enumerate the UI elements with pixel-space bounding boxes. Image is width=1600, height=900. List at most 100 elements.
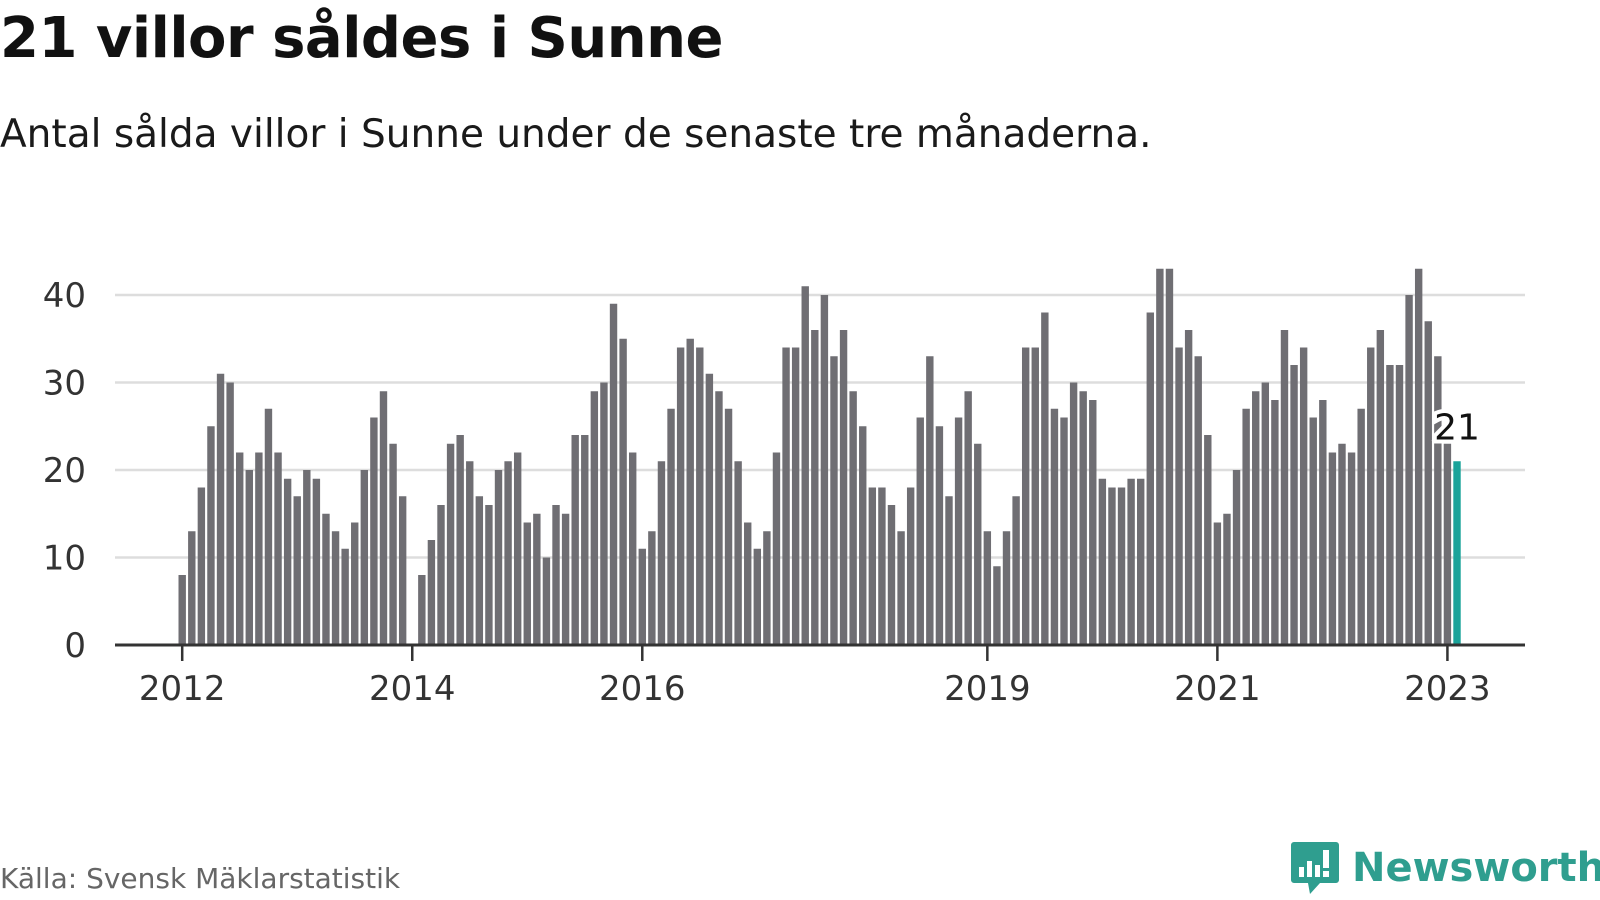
bar bbox=[734, 461, 742, 645]
bar bbox=[1386, 365, 1394, 645]
bar bbox=[811, 330, 819, 645]
bar bbox=[1137, 478, 1145, 645]
y-tick-label: 10 bbox=[43, 539, 86, 579]
bar bbox=[1031, 347, 1039, 645]
bar bbox=[868, 487, 877, 645]
bar bbox=[878, 487, 886, 645]
bar bbox=[590, 391, 599, 645]
y-axis-tick-labels: 0 10 20 30 40 bbox=[43, 276, 86, 666]
bar bbox=[446, 443, 455, 645]
bar bbox=[1146, 312, 1154, 645]
x-tick-label: 2016 bbox=[599, 669, 686, 709]
bar bbox=[1424, 321, 1432, 645]
bar bbox=[667, 408, 675, 645]
bar bbox=[370, 417, 378, 645]
bar bbox=[744, 522, 752, 645]
bar bbox=[351, 522, 359, 645]
bar bbox=[648, 531, 656, 645]
bar bbox=[657, 461, 666, 645]
bar bbox=[839, 330, 848, 645]
annotations: 21 bbox=[1430, 403, 1484, 452]
bar bbox=[274, 452, 282, 645]
bar bbox=[427, 540, 436, 645]
bar bbox=[1069, 382, 1078, 645]
bar bbox=[629, 452, 637, 645]
bar bbox=[398, 496, 407, 645]
bar bbox=[983, 531, 992, 645]
y-tick-label: 40 bbox=[43, 276, 86, 316]
chart-title: 21 villor såldes i Sunne bbox=[0, 6, 723, 71]
bar bbox=[1012, 496, 1020, 645]
bar bbox=[638, 548, 646, 645]
y-tick-label: 30 bbox=[43, 364, 86, 404]
bar bbox=[178, 575, 186, 645]
bar bbox=[1376, 330, 1385, 645]
bar bbox=[974, 443, 982, 645]
y-tick-label: 0 bbox=[64, 626, 86, 666]
bar bbox=[926, 356, 934, 645]
bar bbox=[1357, 408, 1365, 645]
chart-subtitle: Antal sålda villor i Sunne under de sena… bbox=[0, 112, 1152, 157]
bar bbox=[418, 575, 426, 645]
bar bbox=[1184, 330, 1193, 645]
bar bbox=[1261, 382, 1270, 645]
bar bbox=[1021, 347, 1030, 645]
bar bbox=[581, 435, 589, 645]
bar bbox=[964, 391, 972, 645]
bar bbox=[389, 443, 397, 645]
bar bbox=[322, 513, 330, 645]
gridlines bbox=[115, 293, 1525, 559]
bar bbox=[504, 461, 512, 645]
bar bbox=[341, 548, 349, 645]
bar bbox=[1060, 417, 1068, 645]
bar bbox=[1002, 531, 1011, 645]
bar bbox=[906, 487, 915, 645]
bar bbox=[475, 496, 484, 645]
bar bbox=[303, 470, 311, 645]
bar bbox=[791, 347, 800, 645]
bar bbox=[1319, 400, 1327, 645]
bar bbox=[264, 408, 273, 645]
bar bbox=[763, 531, 771, 645]
bar bbox=[197, 487, 206, 645]
highlight-bar bbox=[1453, 461, 1461, 645]
bar bbox=[216, 373, 225, 645]
newsworthy-logo-icon bbox=[1291, 842, 1339, 894]
bar bbox=[1299, 347, 1308, 645]
bar bbox=[820, 295, 829, 645]
bar bbox=[1175, 347, 1183, 645]
bar bbox=[609, 303, 618, 645]
bar bbox=[1367, 347, 1375, 645]
y-tick-label: 20 bbox=[43, 451, 86, 491]
brand-name: Newsworthy bbox=[1352, 845, 1600, 891]
bar bbox=[379, 391, 388, 645]
bar bbox=[1117, 487, 1126, 645]
bar bbox=[494, 470, 503, 645]
bar bbox=[753, 548, 761, 645]
bar bbox=[1079, 391, 1087, 645]
bar bbox=[1041, 312, 1049, 645]
bar bbox=[1290, 365, 1298, 645]
bar bbox=[1223, 513, 1231, 645]
bar bbox=[1194, 356, 1202, 645]
bar bbox=[916, 417, 924, 645]
bar bbox=[571, 435, 579, 645]
bar bbox=[945, 496, 953, 645]
bar bbox=[686, 338, 694, 645]
bar bbox=[1089, 400, 1097, 645]
bar bbox=[513, 452, 522, 645]
x-axis bbox=[115, 643, 1525, 661]
highlight-value-label: 21 bbox=[1434, 407, 1480, 448]
bar bbox=[859, 426, 867, 645]
bar bbox=[533, 513, 541, 645]
bar bbox=[1204, 435, 1212, 645]
bar bbox=[1434, 356, 1442, 645]
bar bbox=[772, 452, 781, 645]
bar bbox=[1271, 400, 1279, 645]
bar bbox=[935, 426, 944, 645]
bar bbox=[830, 356, 838, 645]
bar bbox=[236, 452, 244, 645]
bar bbox=[801, 286, 809, 645]
bar bbox=[715, 391, 723, 645]
bar bbox=[1242, 408, 1250, 645]
